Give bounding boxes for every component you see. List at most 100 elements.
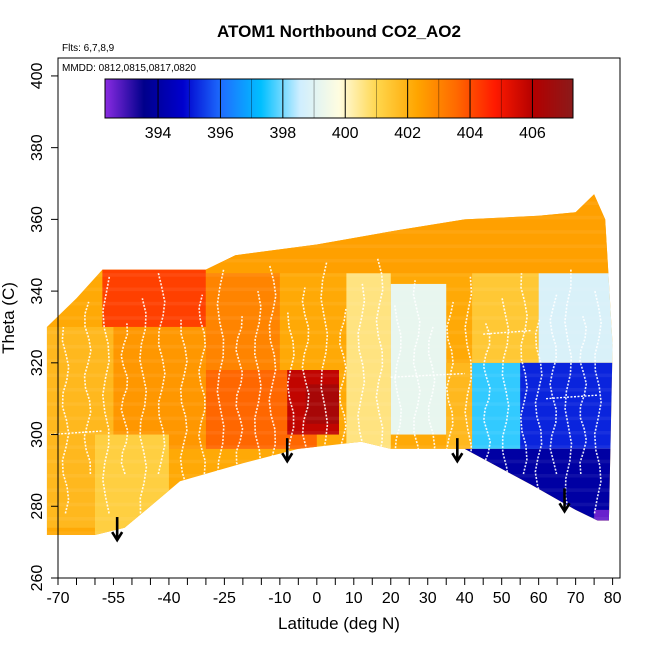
field-band bbox=[46, 488, 613, 492]
x-axis-title: Latitude (deg N) bbox=[278, 614, 400, 633]
flight-trace bbox=[157, 273, 166, 475]
y-tick-label: 400 bbox=[29, 62, 46, 89]
y-tick-label: 380 bbox=[29, 134, 46, 161]
field-band bbox=[43, 395, 616, 399]
field-cell-1 bbox=[102, 269, 206, 327]
chart-title: ATOM1 Northbound CO2_AO2 bbox=[217, 22, 461, 41]
x-tick-label: -55 bbox=[102, 590, 125, 607]
field-band bbox=[46, 474, 613, 478]
field-band bbox=[46, 230, 613, 234]
field-band bbox=[43, 452, 616, 456]
flight-trace bbox=[286, 312, 295, 514]
colorbar-tick-label: 402 bbox=[394, 125, 421, 142]
field-band bbox=[46, 387, 613, 392]
flight-trace-leg bbox=[390, 372, 465, 378]
field-band bbox=[43, 252, 616, 256]
y-tick-label: 320 bbox=[29, 349, 46, 376]
field-band bbox=[46, 244, 613, 249]
x-tick-label: 40 bbox=[456, 590, 474, 607]
x-tick-label: -40 bbox=[157, 590, 180, 607]
y-tick-label: 360 bbox=[29, 206, 46, 233]
flight-trace-leg bbox=[50, 430, 103, 436]
x-tick-label: -25 bbox=[213, 590, 236, 607]
field-band bbox=[46, 273, 613, 277]
colorbar: 394 396 398 400 402 404 406 bbox=[104, 78, 574, 142]
field-cell-15 bbox=[594, 509, 613, 521]
field-band bbox=[46, 445, 613, 449]
field-band bbox=[43, 266, 616, 270]
flight-trace bbox=[253, 290, 262, 514]
co2-field bbox=[43, 194, 616, 536]
field-band bbox=[43, 237, 616, 241]
colorbar-tick-label: 394 bbox=[145, 125, 172, 142]
field-band bbox=[46, 531, 613, 535]
flight-trace bbox=[120, 323, 129, 475]
colorbar-gradient bbox=[105, 79, 573, 118]
field-band bbox=[46, 316, 613, 320]
field-band bbox=[43, 209, 616, 213]
field-band bbox=[46, 258, 613, 263]
flight-trace bbox=[138, 298, 148, 514]
flights-note: Flts: 6,7,8,9 bbox=[62, 43, 115, 54]
x-tick-label: 20 bbox=[382, 590, 400, 607]
colorbar-tick-label: 404 bbox=[457, 125, 484, 142]
field-band bbox=[43, 366, 616, 370]
flight-trace bbox=[61, 326, 70, 514]
colorbar-tick-label: 400 bbox=[332, 125, 359, 142]
x-tick-label: 30 bbox=[419, 590, 437, 607]
flight-trace bbox=[301, 287, 310, 475]
field-band bbox=[43, 352, 616, 356]
profile-arrow-head bbox=[111, 531, 124, 543]
plot-frame bbox=[57, 57, 621, 579]
x-tick-label: 80 bbox=[604, 590, 622, 607]
y-axis: 260 280 300 320 340 360 380 400 bbox=[29, 62, 58, 591]
dates-note: MMDD: 0812,0815,0817,0820 bbox=[62, 63, 196, 74]
field-band bbox=[46, 517, 613, 521]
flight-trace bbox=[198, 294, 207, 475]
profile-arrow-head bbox=[451, 452, 464, 464]
field-band bbox=[43, 295, 616, 299]
flight-trace bbox=[216, 269, 225, 514]
x-tick-label: 70 bbox=[567, 590, 585, 607]
field-band bbox=[46, 330, 613, 335]
field-band bbox=[46, 416, 613, 421]
y-tick-label: 300 bbox=[29, 421, 46, 448]
x-tick-label: 60 bbox=[530, 590, 548, 607]
field-band bbox=[46, 301, 613, 306]
flight-trace bbox=[412, 280, 421, 475]
field-band bbox=[46, 359, 613, 363]
colorbar-tick-label: 396 bbox=[207, 125, 234, 142]
field-band bbox=[46, 402, 613, 406]
field-band bbox=[46, 215, 613, 220]
field-band bbox=[43, 510, 616, 514]
x-tick-label: -10 bbox=[268, 590, 291, 607]
y-tick-label: 260 bbox=[29, 565, 46, 592]
x-axis: -70 -55 -40 -25 -10 0 10 20 30 40 50 60 70 80 bbox=[46, 578, 622, 607]
x-tick-label: 10 bbox=[345, 590, 363, 607]
field-band bbox=[43, 481, 616, 485]
field-cell-8 bbox=[390, 283, 447, 435]
flight-trace bbox=[519, 273, 529, 475]
field-band bbox=[43, 381, 616, 385]
y-axis-title: Theta (C) bbox=[0, 282, 18, 354]
field-band bbox=[43, 338, 616, 342]
flight-trace bbox=[549, 294, 558, 475]
profile-arrows bbox=[111, 438, 571, 543]
field-band bbox=[43, 309, 616, 313]
flight-trace bbox=[564, 269, 573, 514]
x-tick-label: 50 bbox=[493, 590, 511, 607]
flight-trace bbox=[482, 323, 492, 475]
field-band bbox=[46, 459, 613, 464]
field-cell-7 bbox=[346, 273, 391, 449]
field-band bbox=[46, 344, 613, 349]
field-band bbox=[43, 467, 616, 471]
field-band bbox=[43, 524, 616, 528]
flight-trace bbox=[534, 319, 543, 514]
field-cell-2 bbox=[113, 326, 206, 449]
flight-trace bbox=[375, 258, 384, 475]
field-band bbox=[43, 438, 616, 442]
field-band bbox=[43, 323, 616, 327]
colorbar-frame bbox=[104, 78, 574, 119]
field-band bbox=[43, 223, 616, 227]
